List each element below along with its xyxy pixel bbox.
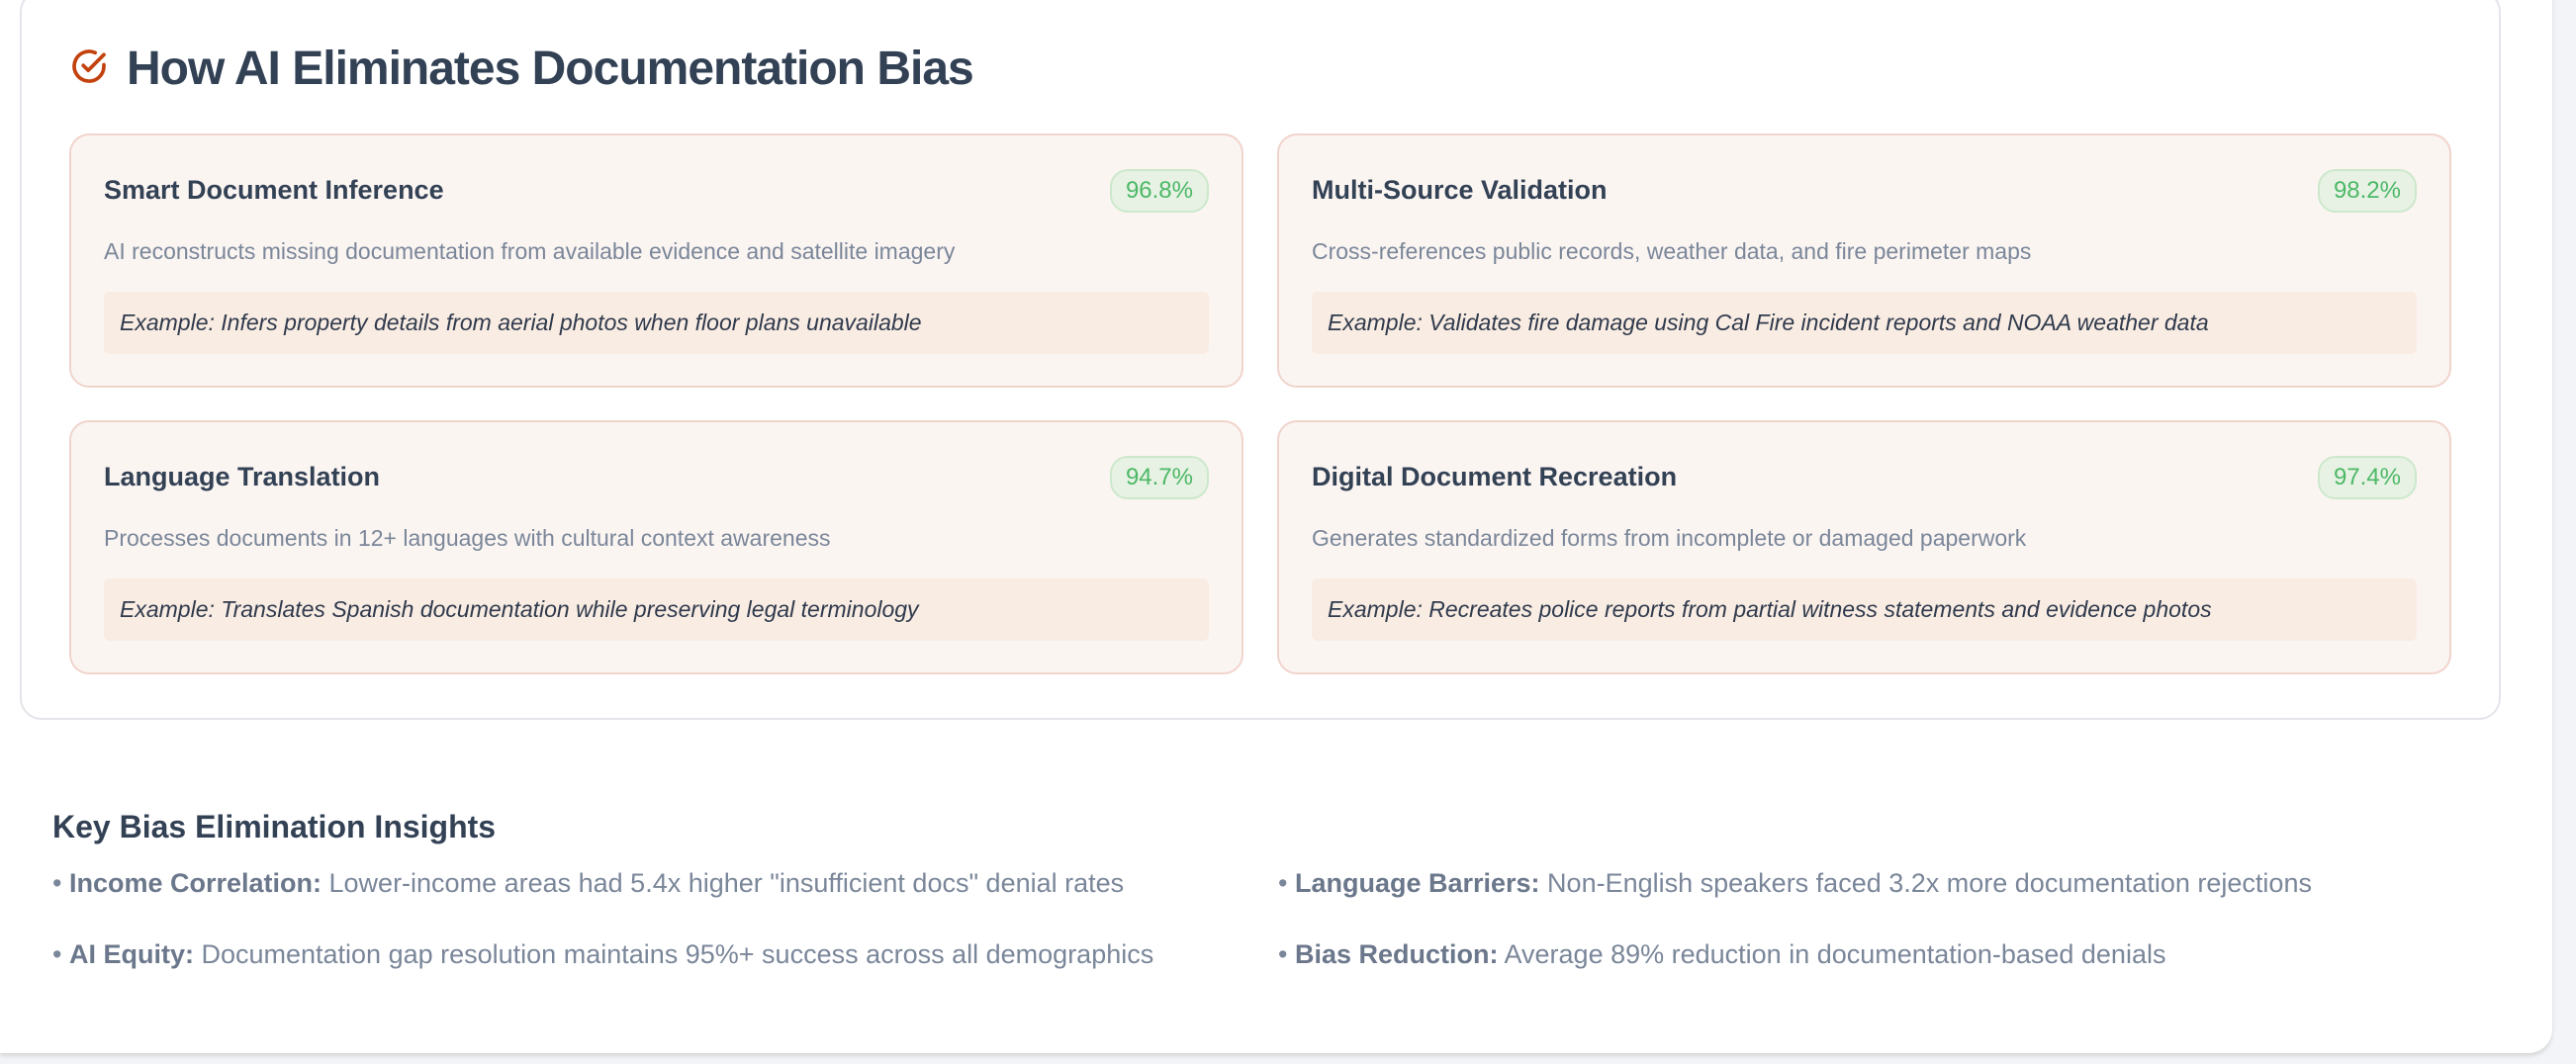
check-circle-icon [69,46,109,91]
card-description: AI reconstructs missing documentation fr… [104,238,956,264]
success-rate-badge: 96.8% [1109,169,1209,213]
insight-text: Non-English speakers faced 3.2x more doc… [1539,868,2312,898]
card-title: Language Translation [104,462,381,491]
card-description: Processes documents in 12+ languages wit… [104,525,831,551]
method-card: Language Translation 94.7% Processes doc… [69,420,1243,674]
card-title: Smart Document Inference [104,175,444,205]
section-title: How AI Eliminates Documentation Bias [127,43,974,95]
card-description: Cross-references public records, weather… [1312,238,2032,264]
method-card: Smart Document Inference 96.8% AI recons… [69,133,1243,388]
method-card: Multi-Source Validation 98.2% Cross-refe… [1277,133,2451,388]
card-title: Multi-Source Validation [1312,175,1608,205]
card-title: Digital Document Recreation [1312,462,1678,491]
insight-item: • AI Equity: Documentation gap resolutio… [52,939,1154,969]
card-example: Example: Infers property details from ae… [104,292,1209,354]
insight-text: Documentation gap resolution maintains 9… [193,939,1154,969]
success-rate-badge: 94.7% [1109,456,1209,499]
method-cards: Smart Document Inference 96.8% AI recons… [69,133,2451,674]
method-card: Digital Document Recreation 97.4% Genera… [1277,420,2451,674]
card-example: Example: Translates Spanish documentatio… [104,578,1209,641]
card-description: Generates standardized forms from incomp… [1312,525,2027,551]
insight-text: Lower-income areas had 5.4x higher "insu… [322,868,1125,898]
insight-label: Bias Reduction: [1294,939,1499,969]
insight-item: • Bias Reduction: Average 89% reduction … [1278,939,2166,969]
card-example: Example: Recreates police reports from p… [1312,578,2417,641]
card-example: Example: Validates fire damage using Cal… [1312,292,2417,354]
insight-item: • Language Barriers: Non-English speaker… [1278,868,2312,898]
insight-label: Language Barriers: [1294,868,1540,898]
insight-item: • Income Correlation: Lower-income areas… [52,868,1125,898]
section-header: How AI Eliminates Documentation Bias [69,42,974,96]
insight-label: Income Correlation: [68,868,322,898]
success-rate-badge: 98.2% [2317,169,2417,213]
success-rate-badge: 97.4% [2317,456,2417,499]
insights-title: Key Bias Elimination Insights [52,809,497,844]
insight-label: AI Equity: [68,939,194,969]
insight-text: Average 89% reduction in documentation-b… [1498,939,2166,969]
